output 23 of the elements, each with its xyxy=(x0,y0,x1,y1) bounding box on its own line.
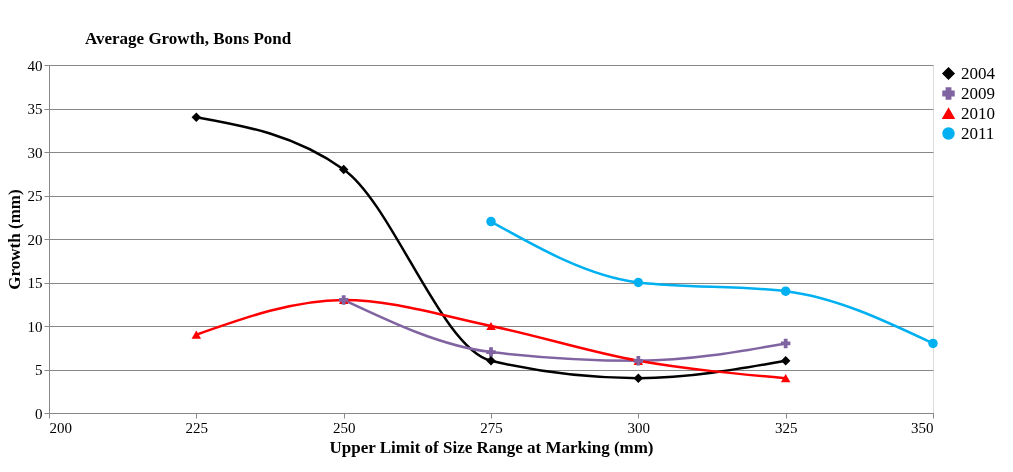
x-tick-label: 350 xyxy=(911,419,934,436)
y-tick-label: 30 xyxy=(27,144,43,161)
y-tick-label: 40 xyxy=(27,57,43,74)
y-axis-title: Growth (mm) xyxy=(4,189,24,290)
x-tick-label: 250 xyxy=(332,419,356,436)
y-tick-label: 20 xyxy=(27,231,43,248)
x-tick-label: 200 xyxy=(49,419,72,436)
x-axis-title: Upper Limit of Size Range at Marking (mm) xyxy=(329,437,654,457)
chart-title: Average Growth, Bons Pond xyxy=(85,29,292,48)
y-tick-label: 5 xyxy=(35,362,43,378)
y-tick-label: 15 xyxy=(27,275,43,291)
y-tick-label: 35 xyxy=(27,101,43,117)
y-tick-label: 25 xyxy=(27,188,43,204)
y-tick-label: 0 xyxy=(35,405,43,422)
y-tick-label: 10 xyxy=(27,318,43,335)
legend-label: 2011 xyxy=(961,123,995,143)
x-tick-label: 225 xyxy=(185,419,209,436)
x-tick-label: 325 xyxy=(774,419,798,436)
legend-label: 2004 xyxy=(961,63,996,83)
x-tick-label: 275 xyxy=(480,419,503,436)
legend-label: 2010 xyxy=(961,103,995,123)
x-tick-label: 300 xyxy=(627,419,651,436)
legend-label: 2009 xyxy=(961,83,995,103)
